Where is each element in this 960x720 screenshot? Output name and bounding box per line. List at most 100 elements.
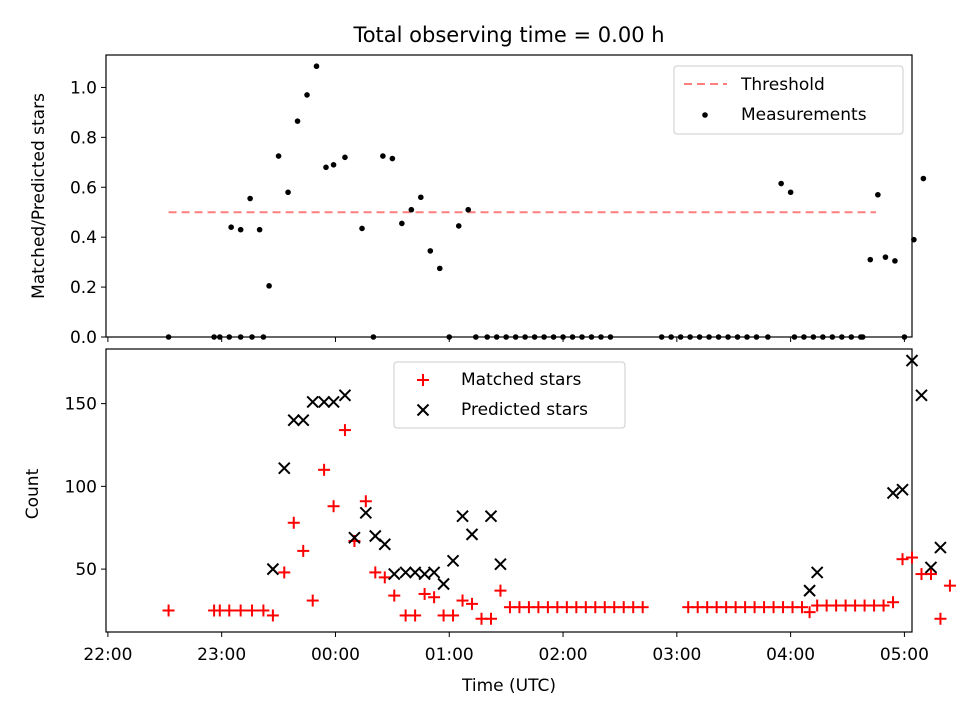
bottom-x-tick-label: 00:00 (311, 645, 360, 665)
top-y-tick-label: 0.0 (70, 328, 97, 348)
measurement-point (216, 334, 223, 340)
top-y-tick-label: 1.0 (70, 78, 97, 98)
measurement-point (787, 189, 794, 196)
matched-star-point (388, 589, 401, 602)
matched-star-point (327, 500, 340, 513)
measurement-point (342, 154, 348, 161)
measurement-point (734, 334, 741, 340)
predicted-star-point (418, 567, 431, 581)
legend-measurements-swatch (702, 112, 708, 118)
matched-star-point (877, 599, 890, 612)
x-axis-label: Time (UTC) (461, 676, 556, 696)
measurement-point (715, 334, 722, 340)
bottom-x-tick-label: 05:00 (880, 645, 929, 665)
predicted-star-point (317, 395, 331, 409)
matched-star-point (934, 612, 947, 625)
top-panel: Matched/Predicted stars 0.0 0.2 0.4 0.6 0.8 1… (29, 54, 927, 348)
matched-star-point (943, 579, 956, 592)
predicted-star-point (348, 531, 361, 544)
measurement-point (380, 153, 386, 159)
matched-star-point (924, 568, 937, 581)
measurement-point (848, 334, 855, 340)
bottom-y-tick-label: 150 (65, 395, 97, 415)
matched-star-point (378, 571, 391, 584)
bottom-x-tick-label: 01:00 (425, 645, 474, 665)
matched-star-point (338, 424, 351, 437)
bottom-plot-area (105, 348, 913, 633)
chart-title: Total observing time = 0.00 h (352, 23, 664, 47)
matched-star-point (906, 551, 918, 564)
measurement-point (446, 334, 453, 340)
matched-star-point (409, 609, 422, 622)
measurement-point (247, 195, 253, 202)
measurement-point (859, 334, 866, 340)
matched-star-point (447, 609, 460, 622)
matched-star-point (318, 463, 331, 476)
matched-star-point (494, 584, 507, 597)
matched-star-point (428, 591, 441, 604)
measurement-point (473, 334, 479, 340)
measurement-point (522, 334, 528, 340)
legend-predicted-label: Predicted stars (461, 400, 588, 420)
measurement-point (550, 334, 557, 340)
bottom-legend: Matched stars Predicted stars (393, 361, 626, 429)
matched-star-point (896, 553, 909, 566)
legend-matched-marker (417, 374, 429, 386)
predicted-star-point (388, 567, 401, 581)
predicted-star-point (297, 413, 310, 427)
measurement-point (503, 334, 509, 340)
legend-matched-label: Matched stars (461, 370, 581, 390)
measurement-point (249, 334, 255, 340)
predicted-star-point (934, 541, 947, 554)
measurement-point (839, 334, 845, 340)
measurement-point (820, 334, 826, 340)
bottom-y-tick-label: 100 (65, 477, 97, 497)
bottom-y-ticks: 50 100 150 (65, 395, 106, 580)
matched-star-point (223, 604, 236, 617)
top-legend-box (673, 65, 904, 135)
measurement-point (765, 334, 771, 340)
predicted-star-point (924, 561, 938, 574)
measurement-point (211, 334, 217, 340)
measurement-point (260, 334, 267, 340)
measurement-point (901, 334, 908, 340)
matched-star-point (887, 596, 900, 609)
measurement-point (569, 334, 576, 340)
top-y-tick-label: 0.6 (70, 178, 97, 198)
measurement-point (436, 265, 443, 272)
top-legend: Threshold Measurements (673, 65, 904, 135)
matched-star-point (306, 594, 319, 607)
measurement-point (237, 334, 244, 340)
measurement-point (455, 223, 462, 229)
measurement-point (418, 194, 424, 201)
matched-star-point (297, 544, 310, 557)
predicted-star-point (803, 584, 816, 597)
measurement-point (330, 162, 337, 168)
measurement-point (607, 334, 614, 340)
measurement-point (810, 334, 817, 340)
measurement-point (531, 334, 538, 340)
matched-star-point (796, 601, 809, 614)
predicted-star-point (408, 566, 422, 579)
measurement-point (285, 189, 291, 196)
predicted-star-point (266, 562, 280, 576)
matched-star-point (246, 604, 259, 617)
top-y-tick-label: 0.2 (70, 278, 97, 298)
measurement-point (493, 334, 500, 340)
measurement-point (560, 334, 566, 340)
measurement-point (389, 155, 396, 162)
measurement-point (696, 334, 703, 340)
predicted-star-point (427, 566, 441, 579)
bottom-x-ticks: 22:00 23:00 00:00 01:00 02:00 03:00 04:00 05:00 (83, 632, 929, 665)
matched-star-point (266, 609, 279, 622)
measurement-point (294, 118, 301, 124)
measurement-point (875, 191, 881, 198)
predicted-star-point (378, 538, 391, 551)
predicted-star-point (896, 483, 909, 496)
matched-star-point (636, 601, 649, 614)
measurement-point (427, 248, 434, 254)
measurement-point (408, 206, 415, 213)
matched-star-point (456, 594, 469, 607)
measurement-point (256, 226, 263, 233)
measurement-point (323, 164, 329, 171)
